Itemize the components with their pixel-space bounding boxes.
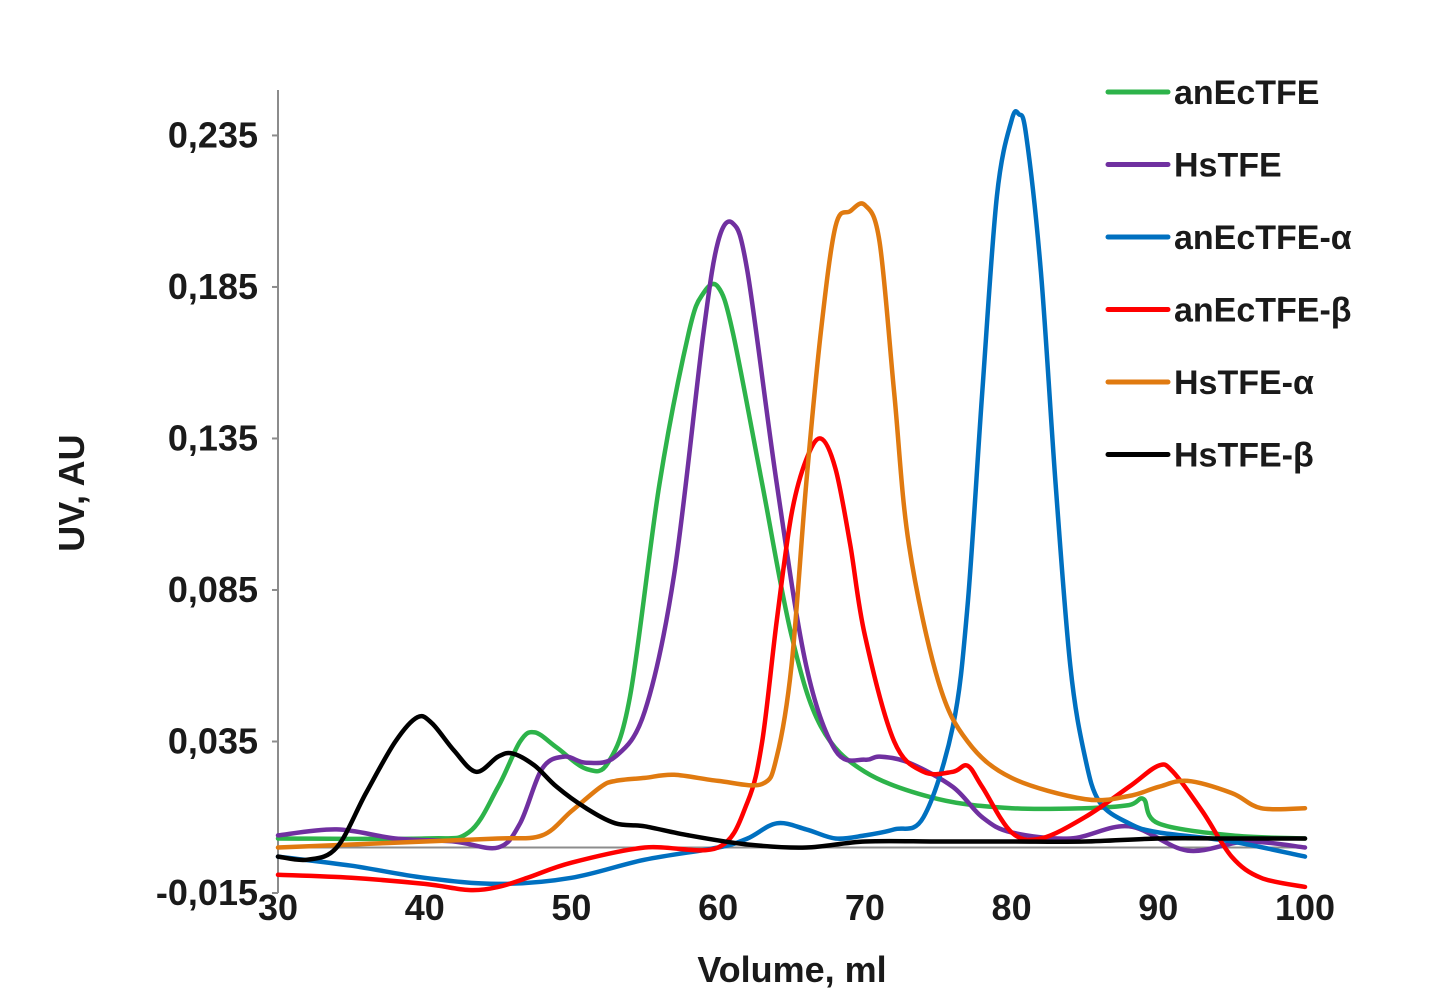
x-tick-label: 60 <box>698 887 738 928</box>
y-tick-label: 0,135 <box>168 417 258 458</box>
legend: anEcTFE HsTFE anEcTFE-α anEcTFE-β HsTFE-α HsT… <box>1105 74 1352 475</box>
y-tick-label: 0,235 <box>168 114 258 155</box>
x-tick-label: 30 <box>258 887 298 928</box>
x-tick-label: 90 <box>1138 887 1178 928</box>
y-tick-label: -0,015 <box>156 872 258 913</box>
legend-label: anEcTFE-α <box>1174 219 1352 257</box>
series-layer <box>275 108 1308 893</box>
x-tick-label: 100 <box>1275 887 1335 928</box>
x-axis-title: Volume, ml <box>697 949 886 990</box>
x-tick-label: 80 <box>992 887 1032 928</box>
y-tick-label: 0,185 <box>168 266 258 307</box>
y-axis-title: UV, AU <box>51 434 92 551</box>
x-tick-label: 70 <box>845 887 885 928</box>
series-line-1 <box>275 219 1308 854</box>
legend-label: HsTFE-α <box>1174 364 1314 402</box>
tick-labels: -0,015 0,035 0,085 0,135 0,185 0,235 30 40 50 60 7… <box>156 114 1335 928</box>
series-line-2 <box>275 108 1308 887</box>
series-line-0 <box>275 281 1308 842</box>
legend-label: anEcTFE-β <box>1174 292 1352 330</box>
x-tick-label: 40 <box>405 887 445 928</box>
y-tick-label: 0,085 <box>168 569 258 610</box>
series-line-3 <box>275 436 1308 893</box>
legend-label: HsTFE-β <box>1174 437 1314 475</box>
x-tick-label: 50 <box>551 887 591 928</box>
legend-label: HsTFE <box>1174 147 1282 185</box>
y-tick-label: 0,035 <box>168 720 258 761</box>
series-line-5 <box>275 713 1308 863</box>
series-line-4 <box>275 201 1308 850</box>
legend-label: anEcTFE <box>1174 74 1319 112</box>
